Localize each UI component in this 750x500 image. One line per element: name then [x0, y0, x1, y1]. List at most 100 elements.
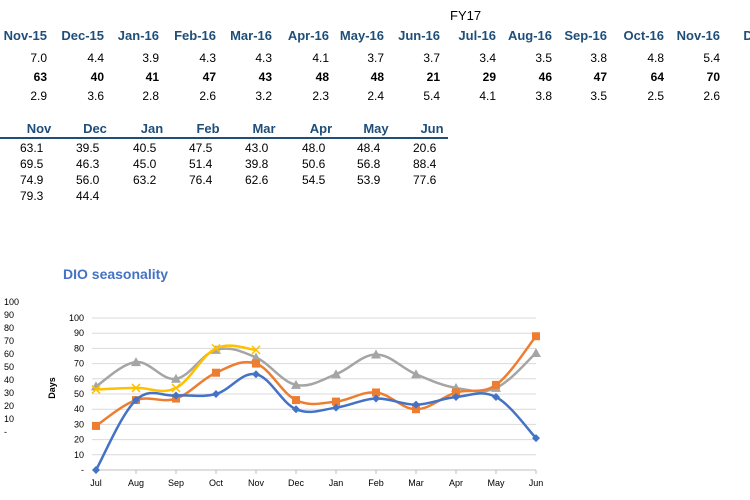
y-tick-label: 70: [74, 359, 84, 369]
data-point: [372, 388, 380, 397]
table-cell: 79.3: [20, 189, 44, 203]
data-point: [532, 332, 540, 341]
table-cell: 2.8: [142, 89, 159, 103]
data-point: [331, 369, 341, 379]
table-cell: 76.4: [189, 173, 213, 187]
table-cell: 21: [426, 70, 440, 84]
table-cell: 39.8: [245, 157, 269, 171]
data-point: [251, 352, 261, 362]
col-header: Jun: [420, 121, 444, 136]
y-tick-label: 60: [74, 374, 84, 384]
table-cell: 4.8: [647, 51, 664, 65]
data-point: [332, 397, 340, 406]
table-cell: 3.4: [479, 51, 496, 65]
left-axis-label: 100: [4, 297, 19, 307]
dio-seasonality-chart: 100 90 80 70 60 50 40 30 20 10 - - 10 20 30 40 50 60 70 80…: [4, 297, 543, 488]
chart-title: DIO seasonality: [63, 266, 169, 282]
data-point: [131, 383, 141, 393]
data-point-stroke: [211, 343, 221, 353]
table-cell: 2.9: [30, 89, 47, 103]
table-cell: 2.5: [647, 89, 664, 103]
data-point: [492, 393, 500, 402]
col-header: May-16: [339, 28, 384, 43]
table-cell: 70: [706, 70, 720, 84]
table-cell: 54.5: [302, 173, 326, 187]
table-cell: 47.5: [189, 141, 213, 155]
data-point: [91, 384, 101, 394]
col-header: Mar: [252, 121, 276, 136]
table-cell: 47: [202, 70, 216, 84]
table-cell: 39.5: [76, 141, 100, 155]
col-header: Sep-16: [564, 28, 607, 43]
left-axis-label: -: [4, 427, 7, 437]
y-axis-label: Days: [47, 377, 57, 399]
table-cell: 69.5: [20, 157, 44, 171]
data-point: [412, 405, 420, 414]
y-tick-label: 20: [74, 435, 84, 445]
table-cell: 2.6: [199, 89, 216, 103]
data-point: [531, 347, 541, 357]
data-point: [172, 391, 180, 400]
data-point: [372, 394, 380, 403]
data-point: [292, 396, 300, 405]
data-point: [291, 379, 301, 389]
series-line: [94, 372, 537, 471]
col-header: Apr-16: [287, 28, 329, 43]
col-header: Jan: [140, 121, 164, 136]
data-point: [131, 357, 141, 367]
table-cell: 4.3: [255, 51, 272, 65]
x-tick-label: Feb: [368, 478, 384, 488]
data-point-stroke: [91, 384, 101, 394]
data-point: [332, 403, 340, 412]
table-cell: 4.1: [479, 89, 496, 103]
table-cell: 48: [315, 70, 329, 84]
col-header: Apr: [309, 121, 333, 136]
table-cell: 3.7: [423, 51, 440, 65]
table-cell: 47: [593, 70, 607, 84]
x-tick-label: Jan: [329, 478, 344, 488]
table-cell: 51.4: [189, 157, 213, 171]
x-tick-label: Mar: [408, 478, 424, 488]
data-point: [212, 368, 220, 377]
table-cell: 43.0: [245, 141, 269, 155]
col-header: May: [363, 121, 389, 136]
table-cell: 44.4: [76, 189, 100, 203]
chart-axes: - 10 20 30 40 50 60 70 80 90 100 Jul Aug Sep Oct Nov Dec…: [69, 313, 543, 488]
col-header: Aug-16: [507, 28, 552, 43]
x-tick-label: Apr: [449, 478, 463, 488]
col-header: Feb: [196, 121, 220, 136]
data-point: [171, 383, 181, 393]
table-cell: 63: [33, 70, 47, 84]
series-line: [95, 347, 537, 393]
table-cell: 3.6: [87, 89, 104, 103]
table-cell: 2.6: [703, 89, 720, 103]
col-header: Nov: [26, 121, 52, 136]
x-tick-label: May: [487, 478, 505, 488]
col-header: Mar-16: [230, 28, 272, 43]
data-point: [411, 369, 421, 379]
table-cell: 48.0: [302, 141, 326, 155]
data-point: [452, 393, 460, 402]
y-tick-label: 40: [74, 404, 84, 414]
table-cell: 46: [538, 70, 552, 84]
table-cell: 3.8: [535, 89, 552, 103]
data-point: [452, 388, 460, 397]
left-axis-label: 30: [4, 388, 14, 398]
table-cell: 88.4: [413, 157, 437, 171]
table-cell: 3.8: [590, 51, 607, 65]
table-cell: 40.5: [133, 141, 157, 155]
table-cell: 56.8: [357, 157, 381, 171]
table-cell: 20.6: [413, 141, 437, 155]
data-point: [211, 343, 221, 353]
table-cell: 29: [482, 70, 496, 84]
table-cell: 3.2: [255, 89, 272, 103]
table-cell: 63.2: [133, 173, 157, 187]
col-header: Jul-16: [458, 28, 496, 43]
table-cell: 4.1: [312, 51, 329, 65]
data-point: [212, 390, 220, 398]
y-tick-label: 10: [74, 450, 84, 460]
fiscal-year-label: FY17: [450, 8, 482, 23]
data-point: [132, 396, 140, 405]
left-axis-label: 70: [4, 336, 14, 346]
data-point: [252, 370, 260, 379]
